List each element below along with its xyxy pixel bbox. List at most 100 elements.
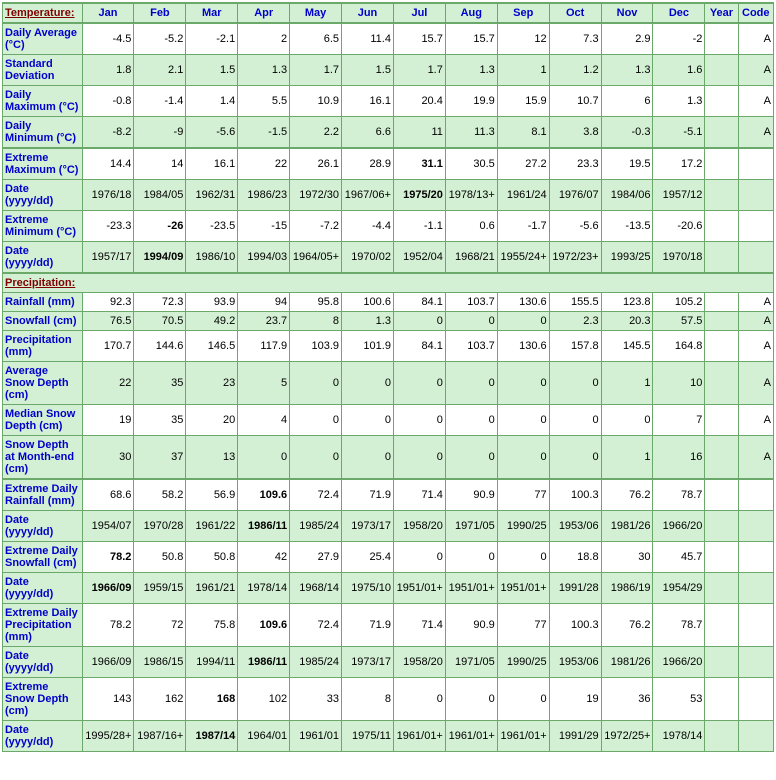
- data-cell: 1951/01+: [497, 573, 549, 604]
- data-cell: 103.9: [290, 331, 342, 362]
- data-cell: 90.9: [445, 604, 497, 647]
- data-cell: 8: [342, 678, 394, 721]
- data-cell: 0: [497, 312, 549, 331]
- data-cell: 1.3: [445, 55, 497, 86]
- header-row: Temperature: Jan Feb Mar Apr May Jun Jul…: [3, 3, 774, 23]
- data-cell: 22: [82, 362, 134, 405]
- data-cell: 123.8: [601, 293, 653, 312]
- data-cell: 1971/05: [445, 647, 497, 678]
- data-cell: 1.3: [601, 55, 653, 86]
- data-cell: 0: [393, 362, 445, 405]
- data-cell: 22: [238, 148, 290, 180]
- table-row: Date (yyyy/dd)1966/091959/151961/211978/…: [3, 573, 774, 604]
- table-row: Rainfall (mm)92.372.393.99495.8100.684.1…: [3, 293, 774, 312]
- data-cell: [705, 405, 738, 436]
- data-cell: 0: [393, 542, 445, 573]
- data-cell: 30: [82, 436, 134, 480]
- data-cell: 78.2: [82, 604, 134, 647]
- row-label: Extreme Minimum (°C): [3, 211, 83, 242]
- data-cell: 68.6: [82, 479, 134, 511]
- data-cell: 50.8: [186, 542, 238, 573]
- data-cell: 1.7: [290, 55, 342, 86]
- data-cell: 0: [290, 362, 342, 405]
- data-cell: 170.7: [82, 331, 134, 362]
- data-cell: 58.2: [134, 479, 186, 511]
- data-cell: [705, 55, 738, 86]
- data-cell: 6.6: [342, 117, 394, 149]
- data-cell: [705, 211, 738, 242]
- data-cell: 56.9: [186, 479, 238, 511]
- data-cell: [738, 647, 773, 678]
- row-label: Extreme Snow Depth (cm): [3, 678, 83, 721]
- data-cell: -1.7: [497, 211, 549, 242]
- data-cell: 1972/30: [290, 180, 342, 211]
- row-label: Date (yyyy/dd): [3, 180, 83, 211]
- data-cell: 19: [82, 405, 134, 436]
- data-cell: 37: [134, 436, 186, 480]
- data-cell: 31.1: [393, 148, 445, 180]
- row-label: Daily Maximum (°C): [3, 86, 83, 117]
- data-cell: -0.3: [601, 117, 653, 149]
- data-cell: 45.7: [653, 542, 705, 573]
- data-cell: 162: [134, 678, 186, 721]
- data-cell: 1976/18: [82, 180, 134, 211]
- row-label: Extreme Daily Precipitation (mm): [3, 604, 83, 647]
- data-cell: 1991/28: [549, 573, 601, 604]
- row-label: Extreme Maximum (°C): [3, 148, 83, 180]
- data-cell: 26.1: [290, 148, 342, 180]
- data-cell: 164.8: [653, 331, 705, 362]
- data-cell: 1961/01+: [445, 721, 497, 752]
- data-cell: 0: [342, 405, 394, 436]
- data-cell: [705, 647, 738, 678]
- data-cell: 1981/26: [601, 647, 653, 678]
- data-cell: 78.7: [653, 604, 705, 647]
- data-cell: 1994/09: [134, 242, 186, 274]
- data-cell: 1.3: [342, 312, 394, 331]
- data-cell: 2.2: [290, 117, 342, 149]
- data-cell: 100.3: [549, 604, 601, 647]
- data-cell: 0: [549, 405, 601, 436]
- data-cell: 70.5: [134, 312, 186, 331]
- temperature-section-link[interactable]: Temperature:: [3, 3, 83, 23]
- data-cell: -15: [238, 211, 290, 242]
- data-cell: 1966/09: [82, 647, 134, 678]
- data-cell: 1990/25: [497, 511, 549, 542]
- data-cell: -20.6: [653, 211, 705, 242]
- data-cell: 1961/24: [497, 180, 549, 211]
- data-cell: -9: [134, 117, 186, 149]
- data-cell: -5.1: [653, 117, 705, 149]
- data-cell: [705, 180, 738, 211]
- table-row: Standard Deviation1.82.11.51.31.71.51.71…: [3, 55, 774, 86]
- data-cell: A: [738, 293, 773, 312]
- data-cell: [705, 678, 738, 721]
- data-cell: [705, 331, 738, 362]
- row-label: Average Snow Depth (cm): [3, 362, 83, 405]
- data-cell: 27.9: [290, 542, 342, 573]
- data-cell: 0: [497, 678, 549, 721]
- data-cell: 0: [601, 405, 653, 436]
- data-cell: 84.1: [393, 331, 445, 362]
- data-cell: 1984/06: [601, 180, 653, 211]
- table-row: Median Snow Depth (cm)193520400000007A: [3, 405, 774, 436]
- row-label: Date (yyyy/dd): [3, 242, 83, 274]
- precipitation-section-link[interactable]: Precipitation:: [3, 273, 774, 293]
- data-cell: 168: [186, 678, 238, 721]
- data-cell: A: [738, 312, 773, 331]
- data-cell: 57.5: [653, 312, 705, 331]
- data-cell: 1968/21: [445, 242, 497, 274]
- data-cell: 1951/01+: [445, 573, 497, 604]
- data-cell: 1991/29: [549, 721, 601, 752]
- data-cell: 0: [393, 405, 445, 436]
- climate-table: Temperature: Jan Feb Mar Apr May Jun Jul…: [2, 2, 774, 752]
- data-cell: 1994/03: [238, 242, 290, 274]
- data-cell: -7.2: [290, 211, 342, 242]
- col-nov: Nov: [601, 3, 653, 23]
- data-cell: 5: [238, 362, 290, 405]
- data-cell: 0: [445, 542, 497, 573]
- data-cell: 1954/29: [653, 573, 705, 604]
- data-cell: 1961/01+: [393, 721, 445, 752]
- data-cell: 23.3: [549, 148, 601, 180]
- data-cell: 1970/28: [134, 511, 186, 542]
- data-cell: [705, 721, 738, 752]
- data-cell: [738, 479, 773, 511]
